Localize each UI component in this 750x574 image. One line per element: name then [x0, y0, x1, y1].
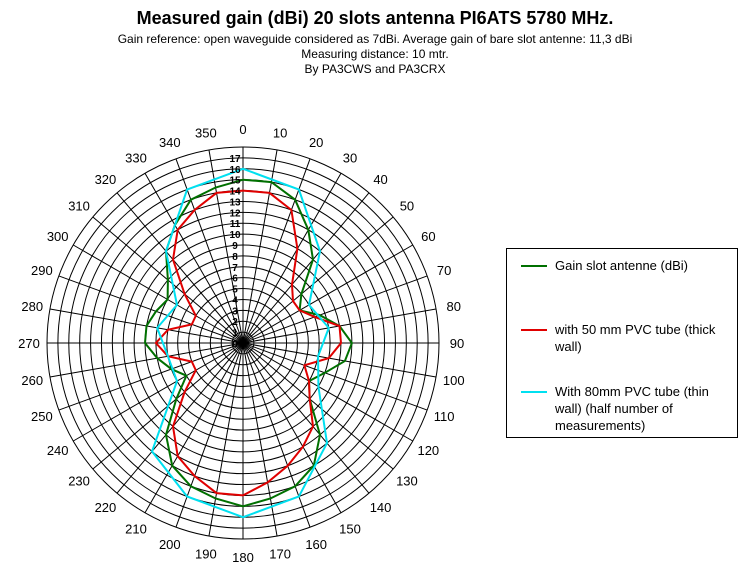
angle-tick-label: 10 — [273, 125, 287, 140]
angle-tick-label: 40 — [373, 172, 387, 187]
angle-tick-label: 340 — [159, 135, 181, 150]
angle-tick-label: 300 — [47, 229, 69, 244]
radial-tick-label: 9 — [232, 241, 238, 252]
angle-tick-label: 140 — [370, 500, 392, 515]
angle-tick-label: 330 — [125, 151, 147, 166]
angle-tick-label: 80 — [447, 299, 461, 314]
legend-swatch-gain — [521, 265, 547, 267]
grid-spoke — [242, 275, 428, 344]
angle-tick-label: 180 — [232, 550, 254, 565]
grid-spoke — [242, 173, 342, 344]
angle-tick-label: 190 — [195, 547, 217, 562]
angle-tick-label: 280 — [21, 299, 43, 314]
legend-swatch-50mm — [521, 329, 547, 331]
legend-label-50mm: with 50 mm PVC tube (thick wall) — [555, 322, 716, 354]
legend-label-gain: Gain slot antenne (dBi) — [555, 258, 688, 273]
angle-tick-label: 110 — [434, 409, 455, 424]
radial-tick-label: 13 — [229, 197, 241, 208]
grid-spoke — [242, 342, 413, 442]
grid-spoke — [242, 342, 428, 411]
legend-item-80mm: With 80mm PVC tube (thin wall) (half num… — [521, 383, 731, 434]
angle-tick-label: 130 — [396, 474, 418, 489]
grid-spoke — [242, 244, 413, 344]
angle-tick-label: 220 — [95, 500, 117, 515]
grid-spoke — [58, 342, 244, 411]
angle-tick-label: 250 — [31, 409, 53, 424]
series-group — [143, 167, 354, 519]
angle-tick-label: 0 — [239, 122, 246, 137]
grid-spoke — [242, 342, 342, 513]
legend-label-80mm: With 80mm PVC tube (thin wall) (half num… — [555, 384, 709, 433]
angle-tick-label: 290 — [31, 263, 53, 278]
series-line-3 — [150, 167, 330, 519]
radial-tick-label: 10 — [229, 230, 241, 241]
angle-tick-label: 30 — [343, 151, 357, 166]
grid-spoke — [73, 342, 244, 442]
angle-tick-label: 170 — [269, 547, 291, 562]
angle-tick-label: 20 — [309, 135, 323, 150]
grid-spoke — [242, 216, 394, 344]
angle-tick-label: 200 — [159, 537, 181, 552]
grid-spoke — [242, 342, 437, 378]
angle-tick-label: 160 — [305, 537, 327, 552]
angle-tick-label: 150 — [339, 521, 361, 536]
radial-tick-label: 2 — [232, 317, 238, 328]
angle-tick-label: 120 — [417, 443, 439, 458]
radial-tick-label: 15 — [229, 176, 241, 187]
grid-spoke — [242, 342, 394, 470]
radial-tick-label: 11 — [230, 219, 241, 230]
radial-tick-label: 14 — [229, 187, 241, 198]
polar-grid — [46, 146, 440, 540]
angle-tick-label: 270 — [18, 336, 40, 351]
angle-tick-label: 70 — [437, 263, 451, 278]
chart-subtitle-line-1: Gain reference: open waveguide considere… — [117, 32, 633, 46]
radial-tick-label: 3 — [232, 306, 238, 317]
radial-tick-label: 1 — [232, 328, 238, 339]
grid-spoke — [208, 149, 244, 344]
legend-item-50mm: with 50 mm PVC tube (thick wall) — [521, 321, 731, 355]
angle-labels: 0 102030405060708090100110120130140150160… — [18, 122, 464, 565]
angle-tick-label: 210 — [125, 521, 147, 536]
series-line-2 — [154, 189, 343, 497]
angle-tick-label: 50 — [400, 198, 414, 213]
angle-tick-label: 350 — [195, 125, 217, 140]
angle-tick-label: 240 — [47, 443, 69, 458]
chart-title: Measured gain (dBi) 20 slots antenna PI6… — [136, 8, 614, 28]
angle-tick-label: 60 — [421, 229, 435, 244]
radial-tick-label: 4 — [232, 295, 238, 306]
legend-item-gain: Gain slot antenne (dBi) — [521, 257, 731, 274]
grid-spoke — [73, 244, 244, 344]
grid-spoke — [242, 342, 370, 494]
radial-tick-label: 16 — [229, 165, 241, 176]
chart-subtitle-line-3: By PA3CWS and PA3CRX — [304, 62, 446, 76]
legend-swatch-80mm — [521, 391, 547, 393]
legend: Gain slot antenne (dBi) with 50 mm PVC t… — [506, 248, 738, 438]
radial-tick-label: 12 — [229, 208, 241, 219]
angle-tick-label: 320 — [95, 172, 117, 187]
grid-spoke — [144, 173, 244, 344]
angle-tick-label: 310 — [68, 198, 90, 213]
angle-tick-label: 230 — [68, 474, 90, 489]
radial-tick-label: 0 — [232, 339, 238, 350]
grid-spoke — [242, 192, 370, 344]
angle-tick-label: 260 — [21, 373, 43, 388]
grid-spoke — [49, 342, 244, 378]
radial-tick-label: 8 — [232, 252, 238, 263]
grid-spoke — [144, 342, 244, 513]
grid-spoke — [242, 342, 278, 537]
grid-spoke — [58, 275, 244, 344]
angle-tick-label: 90 — [450, 336, 464, 351]
angle-tick-label: 100 — [443, 373, 465, 388]
chart-subtitle-line-2: Measuring distance: 10 mtr. — [301, 47, 449, 61]
grid-spoke — [208, 342, 244, 537]
radial-tick-label: 5 — [232, 285, 238, 296]
radial-tick-label: 7 — [232, 263, 238, 274]
radial-tick-label: 6 — [232, 274, 238, 285]
radial-tick-label: 17 — [229, 154, 241, 165]
grid-spoke — [116, 192, 244, 344]
grid-spoke — [116, 342, 244, 494]
